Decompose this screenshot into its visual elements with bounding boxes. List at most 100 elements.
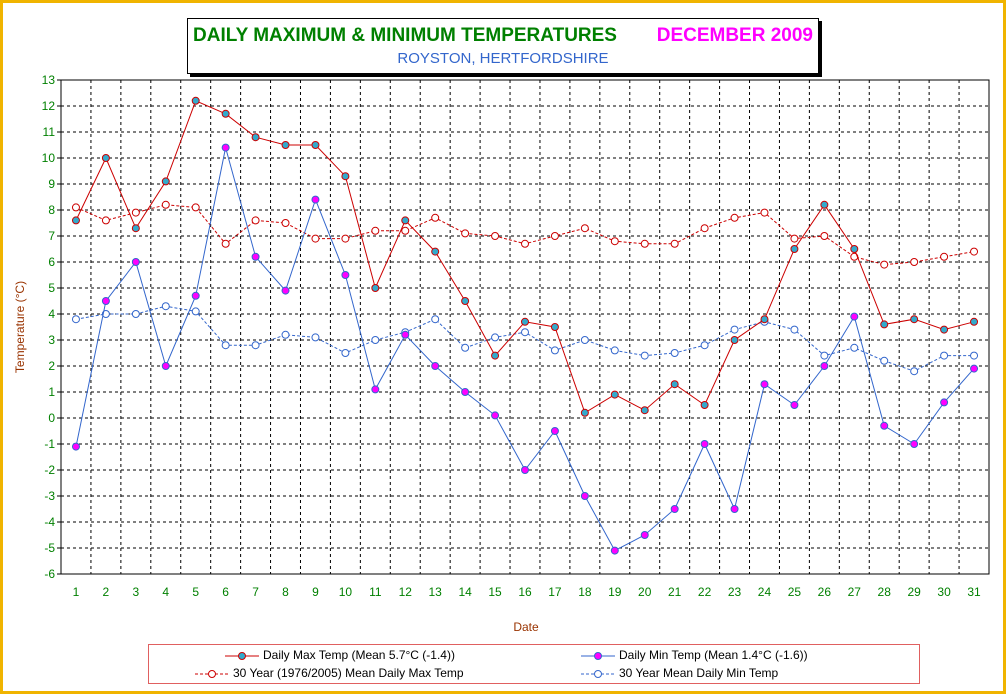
data-point-3 — [670, 349, 679, 357]
data-point-0 — [281, 141, 290, 149]
y-tick-label: 0 — [48, 411, 55, 425]
legend-label-mean-max: 30 Year (1976/2005) Mean Daily Max Temp — [233, 666, 464, 680]
data-point-0 — [580, 408, 589, 417]
data-point-2 — [461, 229, 470, 238]
data-point-1 — [251, 252, 260, 261]
x-tick-label: 12 — [399, 585, 413, 599]
data-point-2 — [940, 252, 949, 261]
data-point-1 — [161, 362, 170, 370]
x-tick-label: 14 — [458, 585, 472, 599]
data-point-1 — [580, 492, 589, 500]
x-tick-label: 1 — [73, 585, 80, 599]
data-point-0 — [491, 351, 500, 360]
data-point-3 — [221, 341, 230, 350]
x-tick-label: 8 — [282, 585, 289, 599]
data-point-2 — [700, 224, 709, 233]
data-point-0 — [880, 320, 889, 329]
data-point-3 — [550, 346, 559, 355]
data-point-2 — [820, 232, 829, 240]
legend: Daily Max Temp (Mean 5.7°C (-1.4)) Daily… — [148, 644, 920, 684]
data-point-0 — [311, 141, 320, 149]
x-tick-label: 21 — [668, 585, 682, 599]
data-point-2 — [251, 216, 260, 225]
data-point-2 — [191, 203, 200, 212]
data-point-0 — [940, 325, 949, 334]
data-point-3 — [371, 336, 380, 344]
data-point-2 — [970, 247, 979, 256]
data-point-0 — [431, 247, 440, 256]
data-point-3 — [71, 315, 80, 324]
y-tick-label: -5 — [44, 541, 55, 555]
y-tick-label: -3 — [44, 489, 55, 503]
y-tick-label: -6 — [44, 567, 55, 581]
y-tick-label: 4 — [48, 307, 55, 321]
data-point-1 — [640, 531, 649, 539]
x-tick-label: 17 — [548, 585, 562, 599]
title-box: DAILY MAXIMUM & MINIMUM TEMPERATURES DEC… — [187, 18, 819, 74]
data-point-0 — [221, 109, 230, 118]
data-point-3 — [491, 333, 500, 342]
data-point-1 — [431, 362, 440, 370]
y-tick-label: 12 — [42, 99, 56, 113]
data-point-0 — [670, 380, 679, 389]
data-point-2 — [521, 239, 529, 248]
data-point-3 — [790, 325, 799, 334]
data-point-2 — [790, 234, 799, 243]
data-point-2 — [550, 232, 559, 240]
data-point-3 — [341, 349, 350, 357]
x-tick-label: 26 — [818, 585, 832, 599]
x-tick-label: 11 — [369, 585, 382, 599]
data-point-0 — [700, 401, 709, 409]
data-point-3 — [880, 356, 889, 365]
data-point-0 — [730, 336, 739, 344]
data-point-3 — [940, 351, 949, 360]
data-point-0 — [101, 154, 110, 162]
data-point-3 — [431, 315, 440, 324]
x-tick-label: 19 — [608, 585, 622, 599]
data-point-1 — [550, 427, 559, 435]
plot-area — [60, 79, 990, 575]
data-point-2 — [131, 208, 140, 217]
chart-title: DAILY MAXIMUM & MINIMUM TEMPERATURES — [193, 25, 617, 46]
x-tick-label: 25 — [788, 585, 802, 599]
x-tick-label: 20 — [638, 585, 652, 599]
y-tick-label: 11 — [43, 125, 56, 139]
data-point-2 — [401, 226, 410, 235]
data-point-3 — [580, 336, 589, 344]
legend-item-mean-min: 30 Year Mean Daily Min Temp — [581, 666, 778, 680]
data-point-1 — [491, 411, 500, 420]
legend-swatch-mean-max — [195, 669, 229, 678]
data-point-0 — [970, 317, 979, 326]
x-tick-label: 2 — [103, 585, 110, 599]
data-point-1 — [850, 312, 859, 321]
data-point-1 — [311, 195, 320, 204]
y-tick-label: 2 — [48, 359, 55, 373]
data-point-1 — [940, 398, 949, 407]
data-point-1 — [730, 505, 739, 513]
data-point-2 — [281, 219, 290, 227]
data-point-0 — [910, 315, 919, 324]
data-point-2 — [670, 239, 679, 248]
data-point-1 — [700, 440, 709, 448]
data-point-0 — [610, 390, 619, 399]
data-point-1 — [371, 385, 380, 394]
data-point-1 — [910, 440, 919, 448]
legend-swatch-min — [581, 651, 615, 660]
data-point-0 — [71, 216, 80, 225]
x-tick-label: 27 — [848, 585, 862, 599]
data-point-1 — [461, 388, 470, 396]
data-point-1 — [760, 380, 769, 389]
data-point-1 — [341, 271, 350, 279]
x-tick-label: 13 — [429, 585, 443, 599]
x-tick-label: 7 — [252, 585, 259, 599]
data-point-3 — [820, 351, 829, 360]
data-point-1 — [970, 364, 979, 373]
x-tick-label: 6 — [222, 585, 229, 599]
data-point-2 — [760, 208, 769, 217]
data-point-2 — [101, 216, 110, 225]
data-point-3 — [101, 310, 110, 318]
data-point-3 — [191, 307, 200, 316]
x-tick-label: 22 — [698, 585, 712, 599]
data-point-2 — [880, 260, 889, 269]
